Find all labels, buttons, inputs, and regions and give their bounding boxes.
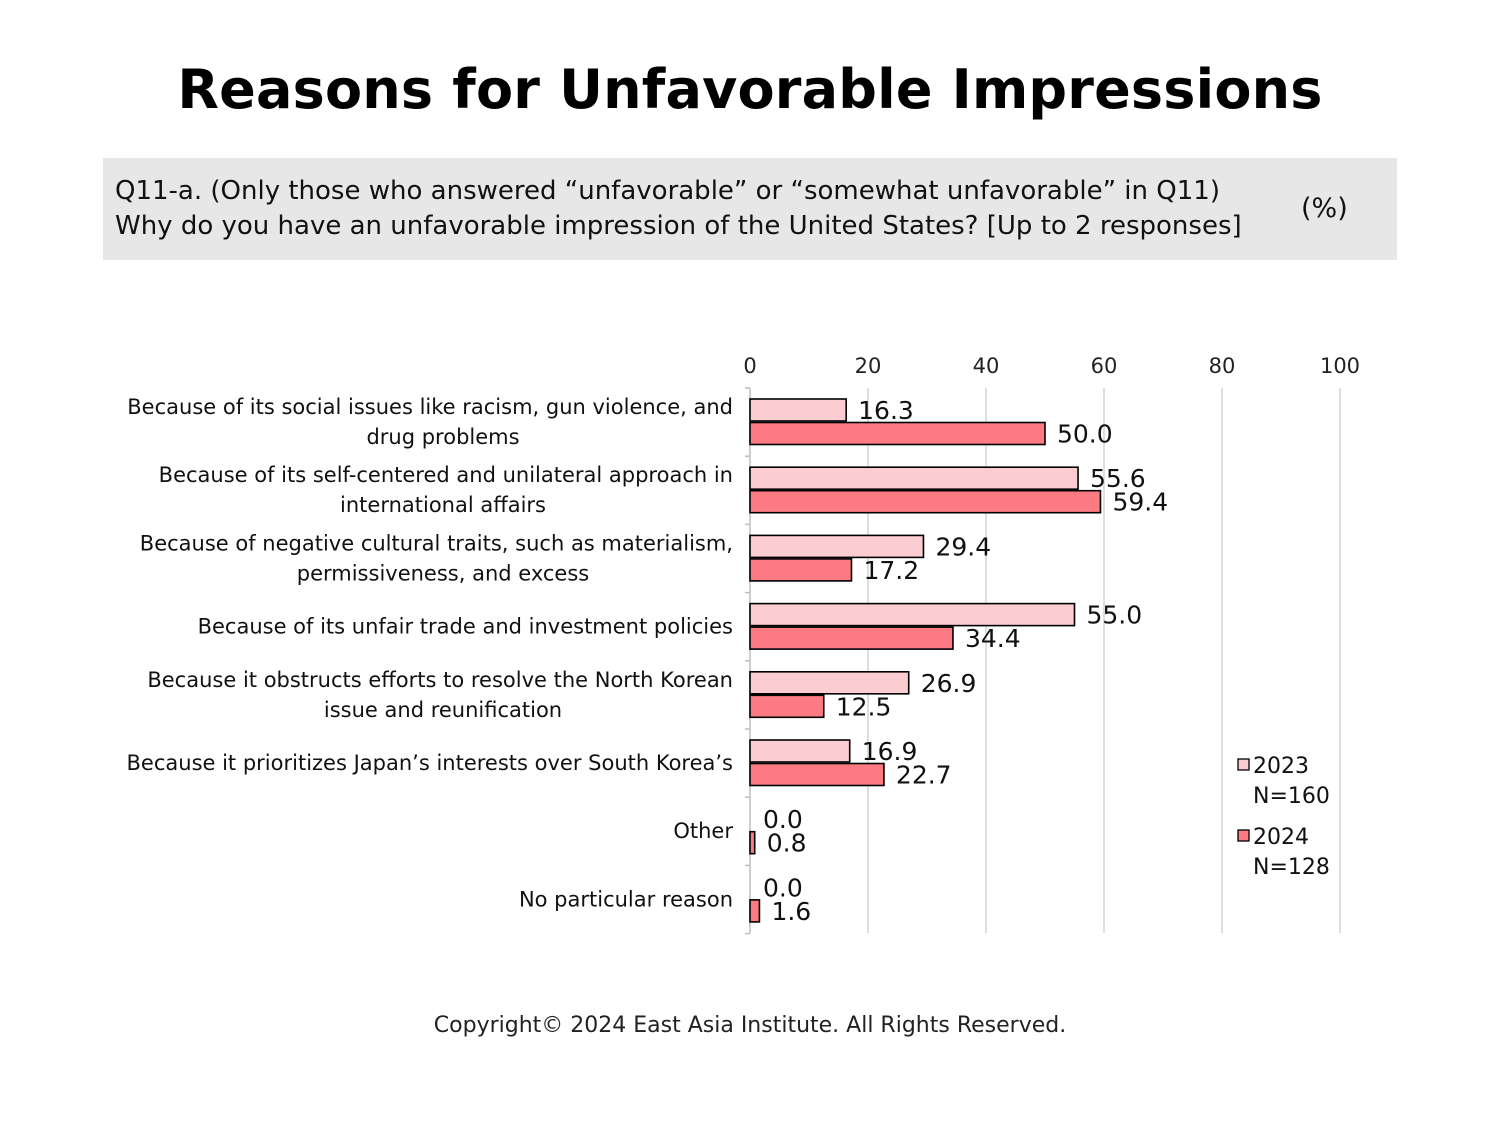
x-axis-ticks: 0 20 40 60 80 100 [743,354,1360,378]
value-label-2023: 26.9 [921,669,977,698]
category-label: Because of negative cultural traits, suc… [140,531,733,555]
bar-2024 [749,489,1102,514]
value-label-2024: 12.5 [836,692,892,721]
bar-2024 [749,830,756,855]
category-label: Because of its unfair trade and investme… [198,615,733,639]
x-tick-label: 60 [1091,354,1118,378]
category-label: Because of its self-centered and unilate… [159,463,733,487]
legend-swatch-2023 [1237,758,1250,771]
value-label-2024: 22.7 [896,761,952,790]
bar-2024 [749,899,761,923]
bar-2023 [749,466,1079,491]
copyright-notice: Copyright© 2024 East Asia Institute. All… [433,1013,1067,1038]
category-label: Other [673,819,733,843]
bar-2024 [749,694,825,719]
category-label: issue and reunification [324,698,562,722]
value-label-2024: 1.6 [771,897,811,926]
question-text-line-2: Why do you have an unfavorable impressio… [115,211,1242,241]
category-labels: Because of its social issues like racism… [127,395,734,911]
bar-2023 [749,670,910,695]
legend-swatch-2024 [1237,829,1250,842]
page-title: Reasons for Unfavorable Impressions [177,58,1323,121]
bar-2024 [749,558,853,582]
question-text-line-1: Q11-a. (Only those who answered “unfavor… [115,176,1220,206]
legend-sample-size-2024: N=128 [1253,855,1330,880]
unit-label: (%) [1301,193,1348,224]
value-label-2023: 16.3 [858,396,914,425]
value-label-2024: 34.4 [965,624,1021,653]
value-label-2023: 16.9 [862,737,918,766]
category-label: permissiveness, and excess [297,561,589,585]
x-tick-label: 0 [743,354,756,378]
bar-2024 [749,626,954,650]
bar-2023 [749,534,925,559]
x-tick-label: 100 [1320,354,1360,378]
x-tick-label: 40 [973,354,1000,378]
x-tick-label: 20 [855,354,882,378]
question-box: Q11-a. (Only those who answered “unfavor… [103,158,1397,260]
legend-label-2024: 2024 [1253,825,1309,850]
bar-2024 [749,421,1046,446]
category-label: drug problems [366,425,519,449]
category-label: Because it prioritizes Japan’s interests… [127,751,733,775]
bar-2023 [749,398,847,422]
category-label: Because of its social issues like racism… [127,395,733,419]
legend-label-2023: 2023 [1253,754,1309,779]
legend: 2023 N=160 2024 N=128 [1237,754,1330,880]
value-label-2023: 55.0 [1087,601,1143,630]
value-label-2024: 17.2 [863,556,919,585]
bars [749,398,1102,923]
category-label: No particular reason [519,887,733,911]
value-label-2023: 0.0 [763,805,803,834]
bar-2023 [749,602,1076,627]
legend-sample-size-2023: N=160 [1253,784,1330,809]
bar-2024 [749,762,885,787]
value-label-2023: 0.0 [763,873,803,902]
x-tick-label: 80 [1209,354,1236,378]
bar-2023 [749,739,851,763]
value-label-2024: 50.0 [1057,420,1113,449]
value-label-2023: 55.6 [1090,464,1146,493]
value-labels: 16.3 50.0 55.659.4 29.4 17.2 55.0 34.4 26.9 12.5… [763,396,1168,926]
value-label-2024: 0.8 [767,829,807,858]
value-label-2024: 59.4 [1112,488,1168,517]
category-label: international affairs [340,493,546,517]
category-label: Because it obstructs efforts to resolve … [147,668,733,692]
value-label-2023: 29.4 [935,532,991,561]
